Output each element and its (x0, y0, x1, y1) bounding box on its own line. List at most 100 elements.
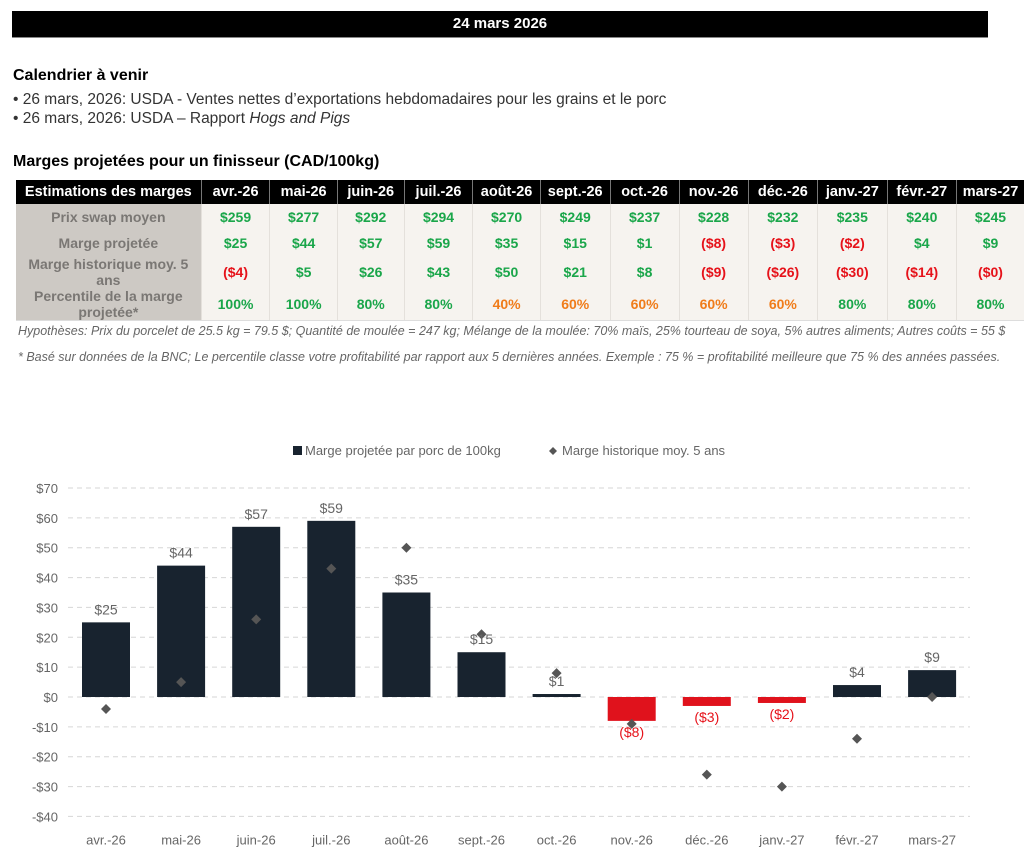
table-notes: Hypothèses: Prix du porcelet de 25.5 kg … (18, 318, 1005, 370)
column-header: sept.-26 (539, 180, 611, 204)
bar-value-label: $15 (470, 631, 494, 647)
bar-juin-26 (232, 526, 281, 697)
x-tick-label: oct.-26 (537, 832, 577, 847)
table-cell: $25 (200, 230, 270, 256)
table-row: Marge projetée $25 $44 $57 $59 $35 $15 $1 ($8) ($… (16, 230, 1024, 256)
margins-table: Estimations des marges avr.-26 mai-26 juin… (16, 180, 1024, 321)
historical-marker-janv.-27 (776, 781, 787, 792)
table-cell: $237 (609, 204, 679, 230)
bar-value-label: $35 (395, 572, 419, 588)
table-cell: ($26) (747, 256, 818, 288)
table-cell: $43 (403, 256, 473, 288)
y-tick-label: $50 (36, 541, 58, 556)
column-header: avr.-26 (200, 180, 270, 204)
table-cell: $259 (200, 204, 270, 230)
header-label: Estimations des marges (16, 180, 202, 204)
bar-value-label: $4 (849, 664, 865, 680)
bar-value-label: ($8) (619, 724, 644, 740)
table-cell: ($30) (816, 256, 888, 288)
historical-marker-juin-26 (251, 614, 262, 625)
bar-value-label: $57 (245, 506, 269, 522)
row-label: Percentile de la marge projetée* (16, 288, 202, 321)
x-tick-label: déc.-26 (685, 832, 728, 847)
bar-janv.-27 (757, 697, 806, 703)
historical-marker-sept.-26 (476, 629, 487, 640)
x-tick-label: janv.-27 (758, 832, 804, 847)
chart-legend: Marge projetée par porc de 100kg Marge h… (293, 443, 726, 458)
y-tick-label: -$20 (32, 750, 58, 765)
table-cell: 80% (956, 288, 1024, 321)
table-cell: $50 (472, 256, 541, 288)
bar-value-label: $1 (549, 673, 565, 689)
table-cell: $228 (678, 204, 749, 230)
calendar-list: • 26 mars, 2026: USDA - Ventes nettes d’… (13, 90, 666, 128)
y-tick-label: -$30 (32, 780, 58, 795)
table-header-row: Estimations des marges avr.-26 mai-26 juin… (16, 180, 1024, 204)
y-tick-label: $40 (36, 571, 58, 586)
table-cell: $21 (539, 256, 611, 288)
table-cell: $292 (336, 204, 405, 230)
calendar-item: • 26 mars, 2026: USDA – Rapport Hogs and… (13, 109, 666, 128)
x-tick-label: sept.-26 (458, 832, 505, 847)
table-cell: ($3) (747, 230, 818, 256)
table-cell: ($14) (886, 256, 957, 288)
historical-markers (101, 542, 938, 792)
table-cell: 100% (200, 288, 270, 321)
table-cell: $9 (956, 230, 1024, 256)
table-cell: $26 (336, 256, 405, 288)
column-header: janv.-27 (816, 180, 888, 204)
table-cell: $35 (472, 230, 541, 256)
table-cell: 80% (403, 288, 473, 321)
x-tick-label: nov.-26 (610, 832, 652, 847)
bar-mai-26 (157, 565, 206, 697)
table-cell: 60% (609, 288, 679, 321)
calendar-item-text: • 26 mars, 2026: USDA – Rapport (13, 110, 250, 127)
bar-févr.-27 (833, 685, 881, 697)
margin-chart: Marge projetée par porc de 100kg Marge h… (32, 443, 970, 847)
table-row: Marge historique moy. 5 ans ($4) $5 $26 $43 $… (16, 256, 1024, 288)
table-cell: 80% (886, 288, 957, 321)
bar-value-label: ($2) (769, 706, 794, 722)
historical-marker-déc.-26 (701, 769, 712, 780)
column-header: mai-26 (269, 180, 338, 204)
bar-value-label: ($3) (694, 709, 719, 725)
y-tick-label: $30 (36, 600, 58, 615)
legend-diamond-swatch (549, 447, 557, 455)
legend-bar-swatch (293, 446, 302, 455)
date-banner: 24 mars 2026 (12, 11, 988, 38)
column-header: août-26 (472, 180, 541, 204)
legend-bar-label: Marge projetée par porc de 100kg (305, 443, 501, 458)
table-cell: ($0) (956, 256, 1024, 288)
table-cell: $249 (539, 204, 611, 230)
bar-juil.-26 (307, 520, 356, 697)
table-cell: $57 (336, 230, 405, 256)
table-row: Percentile de la marge projetée* 100% 100%… (16, 288, 1024, 321)
table-cell: $294 (403, 204, 473, 230)
calendar-title: Calendrier à venir (13, 67, 149, 84)
table-cell: $277 (269, 204, 338, 230)
bar-nov.-26 (607, 697, 656, 721)
legend-scatter-label: Marge historique moy. 5 ans (562, 443, 726, 458)
y-tick-label: $10 (36, 660, 58, 675)
y-axis: $70 $60 $50 $40 $30 $20 $10 $0 -$10 -$20 -$30 -$40 (32, 481, 58, 824)
bar-avr.-26 (82, 622, 130, 697)
x-tick-label: avr.-26 (86, 832, 126, 847)
column-header: févr.-27 (886, 180, 957, 204)
column-header: juin-26 (336, 180, 405, 204)
historical-marker-mars-27 (927, 692, 938, 702)
table-cell: $235 (816, 204, 888, 230)
table-cell: 80% (816, 288, 888, 321)
bar-value-label: $59 (320, 500, 344, 516)
bar-value-label: $9 (924, 649, 940, 665)
table-cell: $59 (403, 230, 473, 256)
historical-marker-févr.-27 (852, 733, 862, 744)
y-tick-label: -$10 (32, 720, 58, 735)
column-header: nov.-26 (678, 180, 749, 204)
bar-sept.-26 (457, 652, 506, 697)
table-cell: $5 (269, 256, 338, 288)
bar-déc.-26 (682, 697, 731, 706)
table-cell: 100% (269, 288, 338, 321)
x-tick-label: mars-27 (908, 832, 956, 847)
bar-value-label: $25 (94, 601, 118, 617)
y-tick-label: $60 (36, 511, 58, 526)
